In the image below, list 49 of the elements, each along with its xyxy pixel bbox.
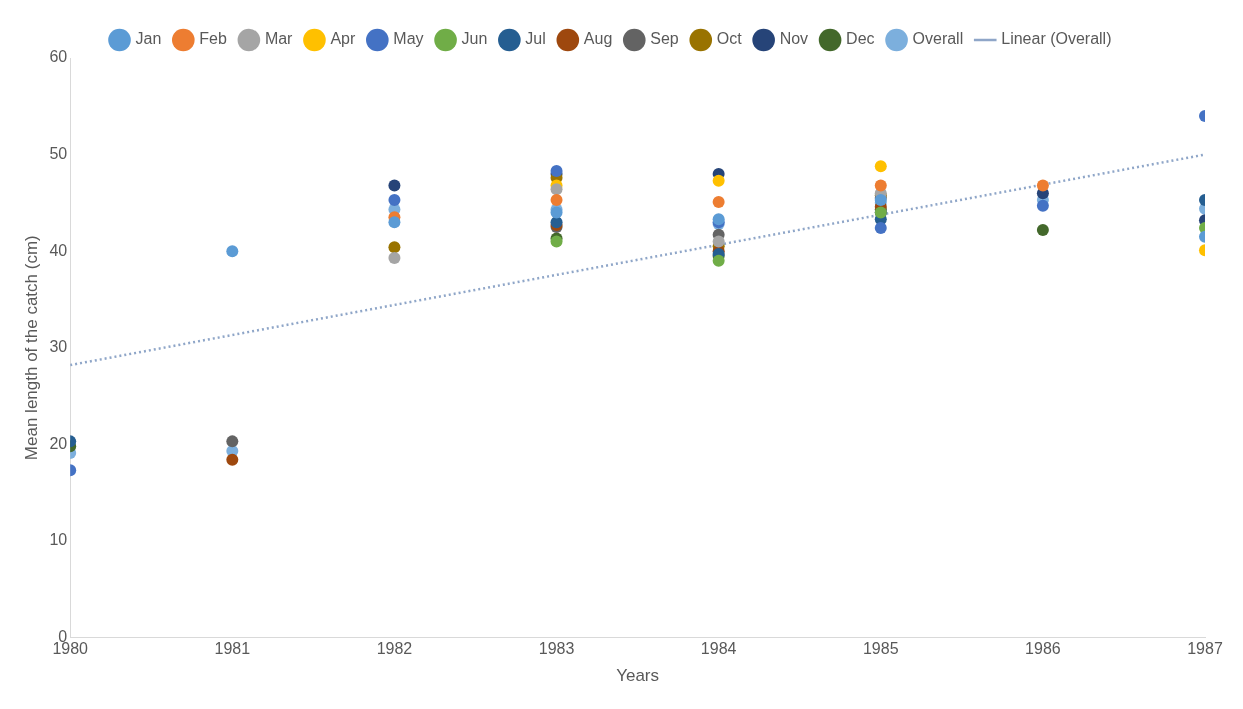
point <box>226 245 239 258</box>
legend-label: Sep <box>650 30 679 48</box>
point <box>550 193 563 206</box>
point <box>226 453 239 466</box>
legend-label: Mar <box>264 30 294 48</box>
y-tick-label: 60 <box>49 48 68 66</box>
point <box>712 195 725 208</box>
legend-label: Overall <box>912 30 964 48</box>
x-tick-label: 1981 <box>214 640 251 658</box>
legend-label: Oct <box>716 30 743 48</box>
legend-label: Nov <box>779 30 809 48</box>
y-axis-title: Mean length of the catch (cm) <box>21 235 41 461</box>
point <box>226 435 239 448</box>
x-tick-label: 1986 <box>1025 640 1061 658</box>
point <box>388 241 401 254</box>
point <box>388 216 401 229</box>
x-tick-label: 1985 <box>862 640 899 658</box>
point <box>1036 223 1049 236</box>
y-tick-label: 20 <box>49 434 68 452</box>
y-tick-label: 10 <box>49 531 68 549</box>
x-tick-label: 1983 <box>538 640 575 658</box>
legend-label: Feb <box>199 30 227 48</box>
legend-label: Jun <box>461 30 488 48</box>
y-tick-label: 30 <box>49 338 68 356</box>
point <box>1036 199 1049 212</box>
point <box>388 193 401 206</box>
point <box>874 179 887 192</box>
point <box>388 251 401 264</box>
point <box>388 179 401 192</box>
legend-label: Linear (Overall) <box>1001 30 1112 48</box>
point <box>1036 179 1049 192</box>
y-tick-label: 40 <box>49 241 68 259</box>
y-tick-label: 50 <box>49 144 68 162</box>
point <box>712 174 725 187</box>
point <box>712 235 725 248</box>
legend-label: Jan <box>135 30 162 48</box>
legend-label: Aug <box>583 30 613 48</box>
legend-label: Dec <box>846 30 875 48</box>
point <box>712 254 725 267</box>
point <box>550 183 563 196</box>
x-tick-label: 1982 <box>376 640 413 658</box>
x-tick-label: 1984 <box>700 640 737 658</box>
point <box>874 160 887 173</box>
x-axis-title: Years <box>616 666 660 686</box>
point <box>874 221 887 234</box>
x-tick-label: 1987 <box>1187 640 1223 658</box>
legend-label: Jul <box>525 30 546 48</box>
legend-label: Apr <box>330 30 357 48</box>
legend-label: May <box>393 30 424 48</box>
